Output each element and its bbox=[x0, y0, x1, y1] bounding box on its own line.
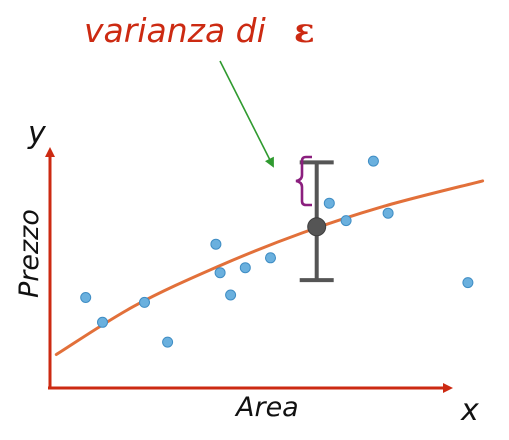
data-point bbox=[382, 207, 394, 219]
data-point bbox=[239, 262, 251, 274]
data-point bbox=[80, 292, 92, 303]
data-point bbox=[323, 197, 335, 209]
mean-marker bbox=[307, 217, 327, 237]
chart-title: varianza di bbox=[84, 11, 266, 50]
x-axis-label: Area bbox=[234, 392, 299, 423]
data-point bbox=[139, 296, 150, 308]
data-point bbox=[162, 336, 174, 348]
data-point bbox=[340, 215, 352, 227]
y-axis-label: Prezzo bbox=[14, 209, 45, 298]
epsilon-symbol: ε bbox=[294, 11, 315, 51]
data-point bbox=[210, 238, 222, 250]
data-point bbox=[367, 155, 379, 167]
x-axis-letter: x bbox=[460, 393, 479, 428]
data-point bbox=[265, 252, 276, 264]
data-point bbox=[225, 289, 237, 301]
error-bar-group bbox=[299, 160, 334, 283]
data-point bbox=[462, 277, 474, 289]
data-point bbox=[214, 267, 226, 279]
annotation-arrow bbox=[219, 60, 274, 168]
trend-line bbox=[54, 179, 485, 356]
data-points bbox=[80, 155, 474, 348]
y-axis-letter: y bbox=[27, 116, 47, 151]
variance-brace bbox=[295, 155, 312, 207]
data-point bbox=[97, 316, 108, 328]
trend-layer bbox=[54, 179, 485, 356]
